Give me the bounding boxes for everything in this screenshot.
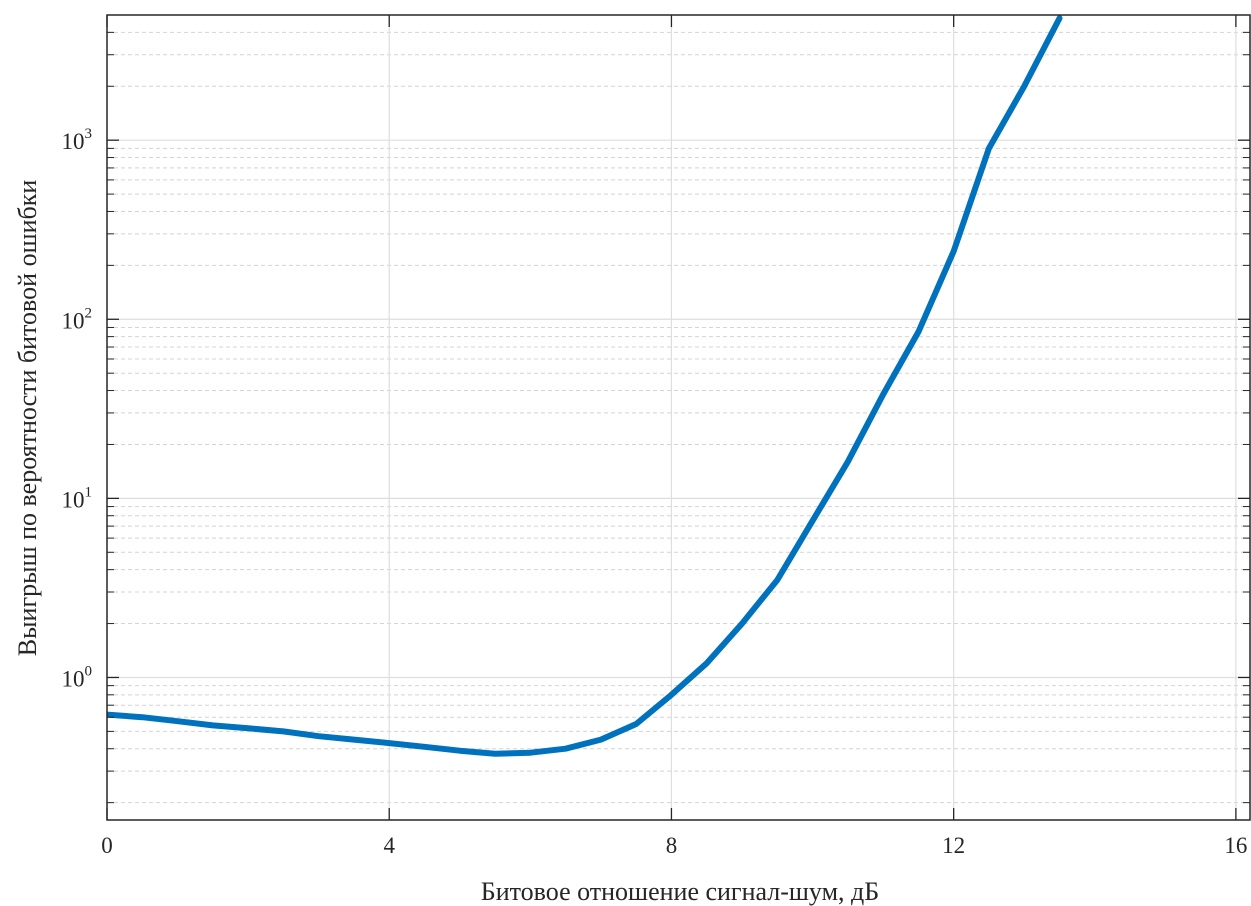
series-layer (107, 15, 1063, 757)
y-tick-label: 102 (62, 305, 93, 333)
y-tick-label: 100 (62, 663, 93, 691)
x-tick-label: 12 (942, 833, 965, 858)
plot-background (107, 15, 1250, 820)
x-axis-label: Битовое отношение сигнал-шум, дБ (481, 877, 879, 906)
series-line (107, 15, 1063, 757)
x-tick-labels: 0 4 8 12 16 (101, 833, 1247, 858)
x-tick-label: 8 (666, 833, 678, 858)
y-tick-label: 101 (62, 484, 93, 512)
minor-grid (107, 31, 1250, 804)
x-tick-label: 16 (1224, 833, 1247, 858)
y-axis-label: Выигрыш по вероятности битовой ошибки (13, 180, 42, 657)
x-tick-label: 0 (101, 833, 113, 858)
y-tick-labels: 100 101 102 103 (62, 126, 93, 691)
plot-frame (106, 14, 1251, 821)
x-tick-label: 4 (383, 833, 395, 858)
y-tick-label: 103 (62, 126, 93, 154)
tick-marks (106, 15, 1250, 820)
major-grid (107, 15, 1250, 820)
